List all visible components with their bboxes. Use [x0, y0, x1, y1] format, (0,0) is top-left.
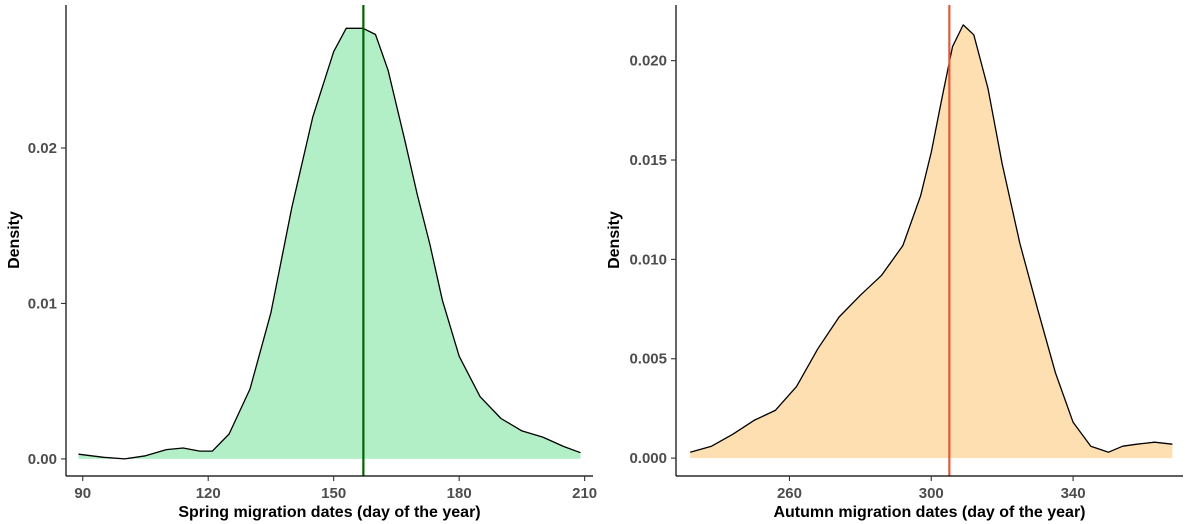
- autumn-x-tick-label: 300: [919, 485, 944, 502]
- spring-x-tick-label: 180: [447, 485, 472, 502]
- autumn-y-tick-label: 0.005: [629, 351, 667, 368]
- autumn-y-tick-label: 0.015: [629, 152, 667, 169]
- autumn-x-axis-title: Autumn migration dates (day of the year): [773, 504, 1085, 521]
- autumn-density-curve: [690, 24, 1173, 453]
- spring-x-axis-title: Spring migration dates (day of the year): [178, 504, 480, 521]
- spring-y-tick-label: 0.00: [28, 451, 57, 468]
- autumn-y-tick-label: 0.010: [629, 251, 667, 268]
- spring-y-tick-label: 0.02: [28, 140, 57, 157]
- spring-density-area: [78, 28, 581, 459]
- spring-y-axis-title: Density: [6, 211, 23, 269]
- spring-x-tick-label: 150: [321, 485, 346, 502]
- spring-x-tick-label: 90: [74, 485, 91, 502]
- spring-density-curve: [78, 27, 581, 460]
- spring-x-tick-label: 120: [196, 485, 221, 502]
- autumn-y-tick-label: 0.020: [629, 53, 667, 70]
- spring-x-tick-label: 210: [572, 485, 597, 502]
- spring-density-panel: 90 120 150 180 210 0.00 0.01 0.02 Spring migrati…: [6, 5, 597, 521]
- autumn-density-area: [690, 24, 1173, 459]
- autumn-x-tick-label: 260: [777, 485, 802, 502]
- autumn-y-tick-label: 0.000: [629, 450, 667, 467]
- spring-y-tick-label: 0.01: [28, 295, 57, 312]
- autumn-y-axis-title: Density: [606, 211, 623, 269]
- autumn-density-panel: 260 300 340 0.000 0.005 0.010 0.015 0.020 Autumn…: [606, 5, 1183, 521]
- autumn-x-tick-label: 340: [1061, 485, 1086, 502]
